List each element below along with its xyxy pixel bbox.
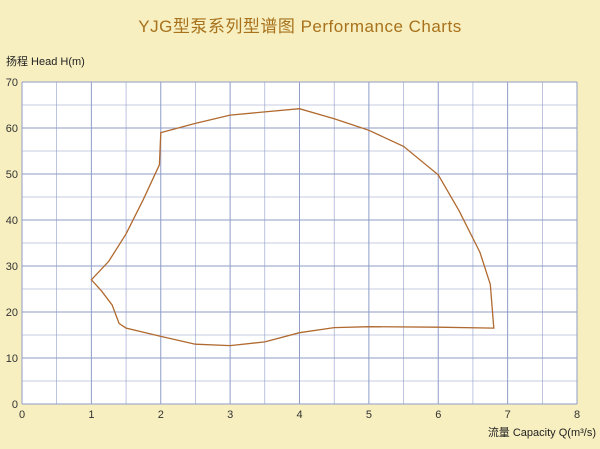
y-tick-label: 50 xyxy=(6,169,18,181)
y-tick-label: 10 xyxy=(6,353,18,365)
y-tick-label: 30 xyxy=(6,261,18,273)
y-tick-label: 60 xyxy=(6,123,18,135)
x-tick-label: 2 xyxy=(158,409,164,421)
x-tick-label: 7 xyxy=(505,409,511,421)
y-tick-label: 0 xyxy=(12,399,18,411)
y-tick-label: 70 xyxy=(6,77,18,89)
x-tick-label: 1 xyxy=(88,409,94,421)
x-tick-label: 8 xyxy=(574,409,580,421)
y-tick-label: 40 xyxy=(6,215,18,227)
x-tick-label: 4 xyxy=(296,409,302,421)
y-tick-label: 20 xyxy=(6,307,18,319)
x-tick-label: 6 xyxy=(435,409,441,421)
x-tick-label: 5 xyxy=(366,409,372,421)
x-tick-label: 3 xyxy=(227,409,233,421)
x-tick-label: 0 xyxy=(19,409,25,421)
